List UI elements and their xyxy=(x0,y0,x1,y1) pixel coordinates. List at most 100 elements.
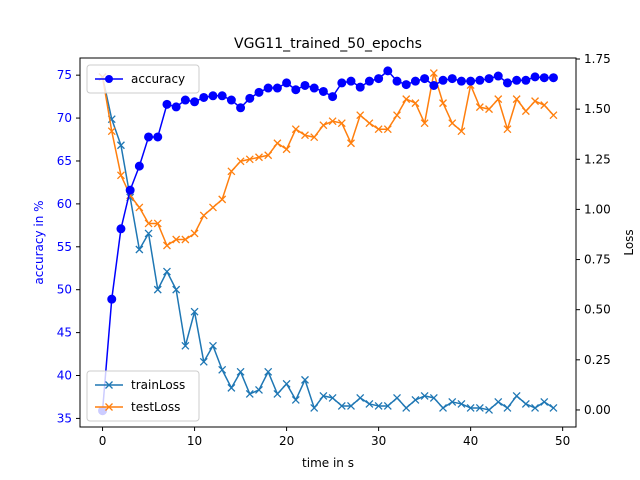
accuracy-point xyxy=(493,71,503,81)
trainLoss-point xyxy=(218,365,227,374)
accuracy-point xyxy=(254,87,264,97)
testLoss-point xyxy=(227,167,236,176)
accuracy-point xyxy=(429,80,439,90)
testLoss-point xyxy=(273,139,282,148)
accuracy-point xyxy=(300,80,310,90)
testLoss-point xyxy=(457,127,466,136)
trainLoss-point xyxy=(199,357,208,366)
accuracy-point xyxy=(272,83,282,93)
testLoss-point xyxy=(116,171,125,180)
trainLoss-point xyxy=(365,399,374,408)
trainLoss-point xyxy=(393,393,401,402)
accuracy-point xyxy=(162,99,172,109)
accuracy-point xyxy=(383,66,393,76)
trainLoss-point xyxy=(383,401,392,410)
y-right-tick-label: 1.50 xyxy=(584,102,611,116)
accuracy-point xyxy=(263,83,273,93)
y-left-tick-label: 70 xyxy=(57,111,72,125)
testLoss-point xyxy=(540,101,549,110)
legend-label-trainLoss: trainLoss xyxy=(131,378,185,392)
testLoss-point xyxy=(365,119,374,128)
trainLoss-point xyxy=(291,395,300,404)
x-axis: 0 10 20 30 40 50 xyxy=(99,427,570,448)
plot-frame xyxy=(79,57,577,428)
trainLoss-point xyxy=(485,405,493,414)
accuracy-point xyxy=(466,76,476,86)
testLoss-point xyxy=(255,153,263,162)
y-left-tick-label: 55 xyxy=(57,240,72,254)
testLoss-point xyxy=(181,235,190,244)
testLoss-point xyxy=(190,229,199,238)
accuracy-point xyxy=(364,76,374,86)
accuracy-point xyxy=(420,74,430,84)
accuracy-point xyxy=(530,72,540,82)
accuracy-point xyxy=(153,132,163,142)
testLoss-point xyxy=(549,111,558,120)
trainLoss-point xyxy=(209,341,217,350)
accuracy-point xyxy=(291,85,301,95)
trainLoss-point xyxy=(255,385,263,394)
y-axis-right-title: Loss xyxy=(622,229,636,255)
y-left-tick-label: 45 xyxy=(57,326,72,340)
trainLoss-point xyxy=(135,245,144,254)
testLoss-point xyxy=(420,119,429,128)
accuracy-point xyxy=(521,75,531,85)
trainLoss-point xyxy=(301,375,309,384)
legend-frame xyxy=(86,64,200,94)
series-accuracy xyxy=(98,66,558,416)
trainLoss-point xyxy=(439,403,447,412)
testLoss-point xyxy=(245,155,254,164)
accuracy-point xyxy=(318,86,328,96)
legend-swatch-marker xyxy=(105,75,113,83)
testLoss-line xyxy=(101,72,555,247)
trainLoss-point xyxy=(282,379,291,388)
accuracy-point xyxy=(502,78,512,88)
y-axis-left: 35 40 45 50 55 60 65 70 75 xyxy=(57,68,80,425)
accuracy-point xyxy=(208,91,218,101)
trainLoss-point xyxy=(264,367,273,376)
trainLoss-point xyxy=(521,399,530,408)
accuracy-point xyxy=(410,76,420,86)
trainLoss-point xyxy=(153,285,162,294)
testLoss-point xyxy=(439,99,447,108)
testLoss-point xyxy=(199,211,208,220)
testLoss-point xyxy=(144,219,153,228)
trainLoss-point xyxy=(163,267,171,276)
trainLoss-point xyxy=(549,403,558,412)
trainLoss-point xyxy=(236,367,245,376)
trainLoss-point xyxy=(374,401,383,410)
testLoss-point xyxy=(319,121,328,130)
testLoss-point xyxy=(153,219,162,228)
testLoss-point xyxy=(383,125,392,134)
trainLoss-line xyxy=(101,76,554,411)
trainLoss-point xyxy=(347,401,355,410)
trainLoss-point xyxy=(466,403,475,412)
y-right-tick-label: 0.50 xyxy=(584,303,611,317)
testLoss-point xyxy=(503,125,512,134)
x-tick-label: 30 xyxy=(371,434,386,448)
x-axis-title: time in s xyxy=(302,456,354,470)
trainLoss-point xyxy=(116,141,125,150)
testLoss-point xyxy=(301,131,309,140)
trainLoss-point xyxy=(227,383,236,392)
accuracy-point xyxy=(475,75,485,85)
testLoss-point xyxy=(310,133,319,142)
accuracy-point xyxy=(512,75,522,85)
accuracy-point xyxy=(328,92,338,102)
legend-label-testLoss: testLoss xyxy=(131,400,180,414)
accuracy-point xyxy=(337,78,347,88)
y-left-tick-label: 50 xyxy=(57,283,72,297)
trainLoss-point xyxy=(273,389,282,398)
trainLoss-point xyxy=(319,391,328,400)
accuracy-point xyxy=(355,82,365,92)
trainLoss-point xyxy=(457,399,466,408)
accuracy-point xyxy=(144,132,154,142)
y-left-tick-label: 75 xyxy=(57,68,72,82)
testLoss-point xyxy=(429,69,438,78)
y-axis-left-title: accuracy in % xyxy=(32,200,46,284)
accuracy-point xyxy=(346,76,356,86)
trainLoss-point xyxy=(494,397,503,406)
series-testLoss xyxy=(98,69,558,250)
trainLoss-point xyxy=(402,403,411,412)
accuracy-point xyxy=(171,102,181,112)
